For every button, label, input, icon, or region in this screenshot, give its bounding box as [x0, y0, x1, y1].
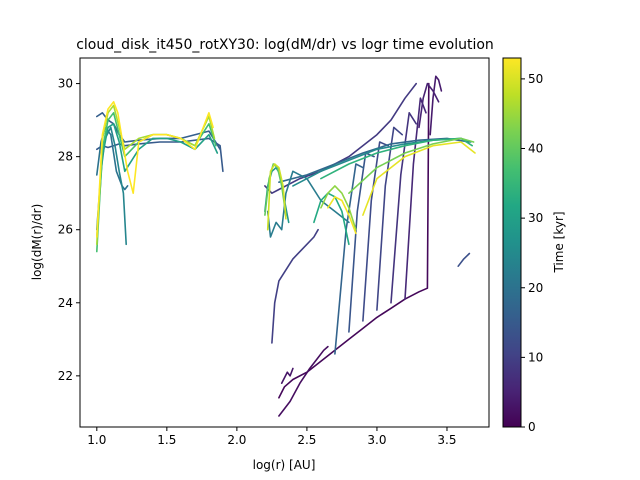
- series-line-1: [278, 345, 329, 417]
- series-line-11: [457, 252, 471, 268]
- y-tick-label: 22: [58, 369, 73, 383]
- series-line-30: [266, 163, 287, 231]
- x-tick-label: 1.0: [87, 433, 106, 447]
- x-tick-label: 1.5: [157, 433, 176, 447]
- series-layer: [96, 75, 476, 417]
- y-tick-label: 30: [58, 77, 73, 91]
- series-line-23: [313, 192, 350, 246]
- x-tick-label: 2.5: [297, 433, 316, 447]
- series-line-4: [418, 82, 440, 129]
- x-tick-label: 2.0: [227, 433, 246, 447]
- plot-area: 1.0 1.5 2.0 2.5 3.0 3.5 22 24 26 28 30: [58, 57, 490, 447]
- series-line-18: [266, 170, 350, 238]
- x-tick-label: 3.0: [367, 433, 386, 447]
- series-line-33: [96, 101, 214, 238]
- series-line-8: [271, 228, 319, 344]
- series-line-28: [320, 185, 357, 231]
- series-line-3: [429, 75, 443, 136]
- colorbar-tick-label: 10: [528, 350, 543, 364]
- series-line-9: [376, 126, 404, 311]
- y-tick-label: 28: [58, 150, 73, 164]
- y-tick-label: 26: [58, 223, 73, 237]
- series-line-31: [362, 141, 476, 216]
- colorbar-gradient: [503, 58, 521, 427]
- colorbar-tick-label: 30: [528, 211, 543, 225]
- series-line-16: [278, 137, 471, 183]
- series-line-12: [348, 152, 375, 333]
- x-tick-label: 3.5: [437, 433, 456, 447]
- plot-frame: [79, 57, 490, 428]
- x-axis-label: log(r) [AU]: [253, 458, 316, 472]
- colorbar: 0 10 20 30 40 50 Time [kyr]: [502, 57, 566, 434]
- series-line-26: [264, 163, 287, 216]
- y-tick-label: 24: [58, 296, 73, 310]
- colorbar-tick-label: 50: [528, 72, 543, 86]
- chart-title: cloud_disk_it450_rotXY30: log(dM/dr) vs …: [76, 37, 494, 53]
- series-line-20: [292, 137, 472, 187]
- colorbar-frame: [502, 57, 522, 428]
- series-line-2: [280, 367, 294, 385]
- series-line-22: [96, 123, 219, 238]
- colorbar-tick-label: 40: [528, 142, 543, 156]
- y-axis-ticks: 22 24 26 28 30: [58, 77, 80, 383]
- colorbar-ticks: 0 10 20 30 40 50: [521, 72, 543, 434]
- colorbar-label: Time [kyr]: [552, 211, 566, 273]
- series-line-7: [264, 82, 418, 194]
- series-line-15: [334, 163, 364, 355]
- y-axis-label: log(dM(r)/dr): [30, 204, 44, 281]
- series-line-5: [404, 97, 427, 300]
- series-line-0: [278, 82, 430, 399]
- colorbar-tick-label: 20: [528, 281, 543, 295]
- series-line-10: [362, 141, 390, 322]
- series-line-27: [348, 137, 475, 194]
- colorbar-tick-label: 0: [528, 420, 536, 434]
- x-axis-ticks: 1.0 1.5 2.0 2.5 3.0 3.5: [87, 427, 457, 447]
- series-line-32: [327, 196, 357, 235]
